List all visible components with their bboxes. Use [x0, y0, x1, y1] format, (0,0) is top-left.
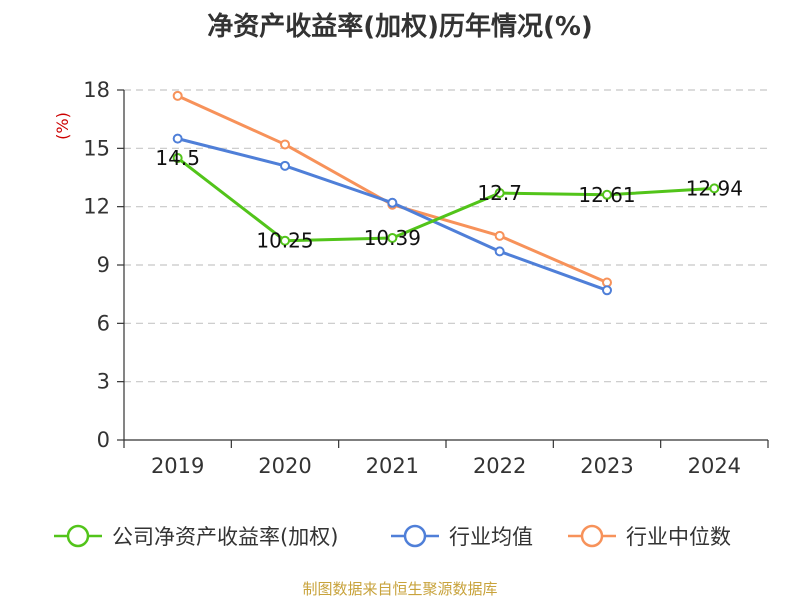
- data-point: [709, 183, 720, 194]
- legend-item[interactable]: 行业中位数: [568, 524, 731, 549]
- legend-label: 公司净资产收益率(加权): [112, 525, 338, 549]
- data-label: 12.7: [477, 181, 522, 205]
- legend[interactable]: 公司净资产收益率(加权) 行业均值 行业中位数: [54, 524, 731, 549]
- data-point: [602, 285, 612, 296]
- data-label: 14.5: [155, 146, 200, 170]
- legend-item[interactable]: 行业均值: [391, 524, 533, 549]
- legend-item[interactable]: 公司净资产收益率(加权): [54, 524, 338, 549]
- data-point: [494, 246, 505, 257]
- x-tick-label: 2022: [473, 454, 526, 478]
- data-point: [387, 197, 398, 208]
- y-tick-label: 3: [97, 370, 110, 394]
- data-point: [172, 153, 183, 164]
- y-tick-label: 12: [83, 195, 110, 219]
- series-line: [176, 156, 715, 243]
- chart-title: 净资产收益率(加权)历年情况(%): [207, 12, 593, 42]
- gridlines: [124, 89, 768, 383]
- legend-swatch-marker: [580, 524, 604, 548]
- data-point: [494, 230, 505, 241]
- data-point: [172, 133, 183, 144]
- y-tick-label: 0: [97, 428, 110, 452]
- legend-swatch-marker: [66, 524, 90, 548]
- axes: 0 3 6 9 12 15 18 2019 2020 2021 2022 2023 2024: [83, 78, 769, 478]
- data-label: 12.94: [686, 176, 743, 200]
- data-labels: 14.5 10.25 10.39 12.7 12.61 12.94: [155, 146, 743, 253]
- x-tick-label: 2024: [688, 454, 741, 478]
- y-tick-label: 18: [83, 78, 110, 102]
- series-line: [177, 94, 608, 284]
- x-tick-label: 2021: [366, 454, 419, 478]
- x-tick-label: 2020: [258, 454, 311, 478]
- y-tick-label: 6: [97, 311, 110, 335]
- data-point: [280, 160, 290, 171]
- legend-label: 行业均值: [449, 525, 533, 549]
- x-tick-label: 2019: [151, 454, 204, 478]
- data-label: 12.61: [578, 183, 635, 207]
- data-point: [494, 188, 505, 199]
- y-tick-label: 9: [97, 253, 110, 277]
- legend-label: 行业中位数: [626, 525, 731, 549]
- data-label: 10.25: [256, 229, 313, 253]
- y-tick-label: 15: [83, 136, 110, 160]
- data-label: 10.39: [364, 226, 421, 250]
- x-tick-label: 2023: [580, 454, 633, 478]
- data-point: [602, 189, 612, 200]
- series-lines: [172, 90, 720, 296]
- legend-swatch-marker: [403, 524, 427, 548]
- data-point: [280, 139, 290, 150]
- data-point: [172, 90, 183, 101]
- source-note: 制图数据来自恒生聚源数据库: [302, 580, 498, 598]
- series-line: [177, 137, 608, 292]
- data-point: [387, 232, 398, 243]
- data-point: [280, 235, 290, 246]
- y-axis-unit-label: (%): [53, 112, 72, 140]
